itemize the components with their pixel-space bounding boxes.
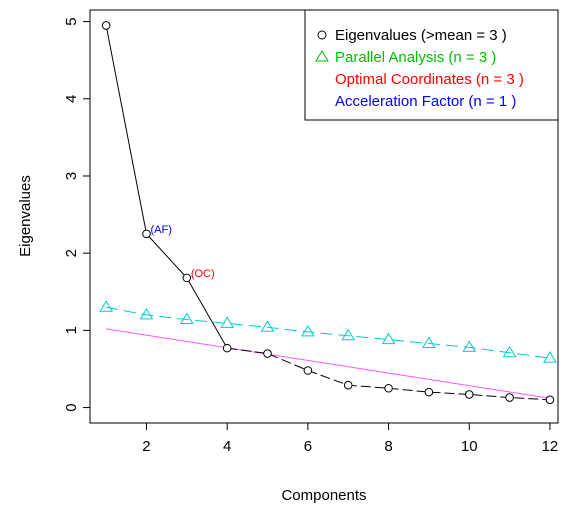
eigenvalue-point xyxy=(343,380,353,390)
legend-acceleration-factor: Acceleration Factor (n = 1 ) xyxy=(335,93,516,110)
eigenvalue-point xyxy=(222,343,232,353)
eigenvalue-point xyxy=(464,390,474,399)
eigenvalue-point xyxy=(505,393,514,402)
y-tick-label: 5 xyxy=(63,17,80,25)
parallel-analysis-point xyxy=(99,300,114,312)
x-tick-label: 2 xyxy=(142,438,150,455)
eigenvalue-point xyxy=(263,349,272,358)
parallel-analysis-point xyxy=(220,316,235,328)
x-tick-label: 12 xyxy=(542,438,559,455)
eigenvalue-point xyxy=(424,387,434,397)
marker-layer xyxy=(99,21,557,405)
y-tick-label: 1 xyxy=(63,326,80,334)
eigenvalues-line-dashed xyxy=(227,347,550,401)
legend-parallel-marker xyxy=(315,50,329,62)
parallel-analysis-point xyxy=(462,340,477,352)
x-axis-title: Components xyxy=(281,487,366,504)
y-tick-label: 2 xyxy=(63,249,80,257)
parallel-analysis-point xyxy=(381,332,396,345)
x-tick-label: 8 xyxy=(384,438,392,455)
x-tick-label: 6 xyxy=(304,438,312,455)
y-tick-label: 4 xyxy=(63,95,80,103)
eigenvalue-point xyxy=(142,229,151,239)
parallel-analysis-point xyxy=(260,320,275,332)
annotation-label: (OC) xyxy=(191,268,215,280)
x-tick-label: 4 xyxy=(223,438,231,455)
annotation-label: (AF) xyxy=(150,224,171,236)
eigenvalues-line-solid xyxy=(105,25,228,349)
parallel-analysis-point xyxy=(502,345,517,358)
x-tick-label: 10 xyxy=(461,438,478,455)
legend-parallel-analysis: Parallel Analysis (n = 3 ) xyxy=(335,49,496,66)
parallel-analysis-point xyxy=(139,307,154,320)
legend-optimal-coordinates: Optimal Coordinates (n = 3 ) xyxy=(335,71,524,88)
parallel-analysis-point xyxy=(543,351,557,363)
eigenvalue-point xyxy=(182,273,192,283)
parallel-analysis-point xyxy=(300,324,315,337)
parallel-analysis-point xyxy=(179,312,194,325)
y-tick-label: 3 xyxy=(63,172,80,180)
legend-eigen-marker xyxy=(317,30,327,40)
eigenvalue-point xyxy=(384,383,393,393)
annotation-layer: (AF) (OC) xyxy=(150,224,214,280)
legend-eigenvalues: Eigenvalues (>mean = 3 ) xyxy=(335,27,507,44)
regression-line xyxy=(106,328,551,399)
y-axis-title: Eigenvalues xyxy=(17,175,34,257)
legend: Eigenvalues (>mean = 3 ) Parallel Analys… xyxy=(304,9,559,121)
series-layer xyxy=(105,25,551,401)
legend-box xyxy=(304,9,559,121)
x-axis: 2 4 6 8 10 12 xyxy=(142,423,558,455)
eigenvalue-point xyxy=(545,395,555,405)
parallel-analysis-point xyxy=(422,336,436,348)
y-tick-label: 0 xyxy=(63,403,80,411)
parallel-analysis-line xyxy=(106,306,550,359)
y-axis: 0 1 2 3 4 5 xyxy=(63,17,90,412)
eigenvalue-point xyxy=(303,366,313,375)
parallel-analysis-point xyxy=(341,328,356,341)
eigenvalue-point xyxy=(101,21,111,30)
